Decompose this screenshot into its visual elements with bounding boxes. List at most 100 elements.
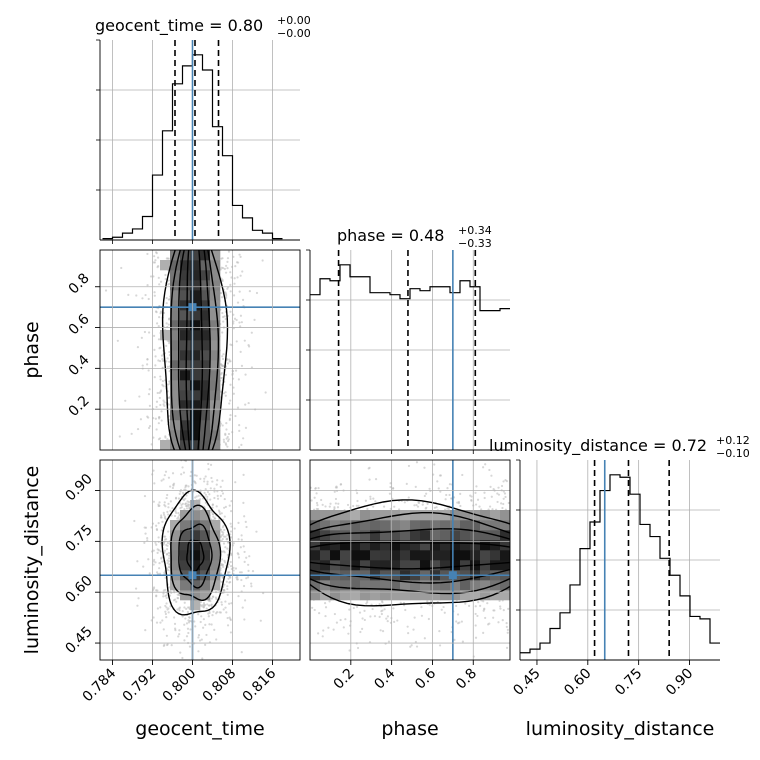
sample-point [209,498,212,501]
sample-point [215,483,218,486]
sample-point [155,589,158,592]
sample-point [476,498,480,501]
sample-point [160,410,163,413]
sample-point [187,631,190,635]
density-cell [450,590,461,601]
sample-point [322,629,325,632]
sample-point [226,357,229,361]
density-cell [430,510,441,521]
sample-point [168,282,171,285]
sample-point [143,494,147,498]
density-cell [170,440,181,450]
sample-point [428,487,431,490]
sample-point [152,560,155,563]
title-luminosity-distance-plus: +0.12 [716,434,750,447]
sample-point [163,551,166,554]
sample-point [156,548,159,551]
sample-point [474,612,477,616]
sample-point [165,322,168,325]
sample-point [155,594,158,597]
sample-point [208,611,211,614]
sample-point [157,265,160,268]
sample-point [229,414,232,417]
sample-point [433,506,436,509]
sample-point [164,612,167,616]
sample-point [455,620,458,623]
sample-point [226,593,229,596]
sample-point [166,365,169,368]
density-cell [440,560,451,571]
sample-point [222,320,225,323]
sample-point [209,463,213,467]
sample-point [163,401,166,404]
sample-point [363,609,366,612]
sample-point [248,345,251,348]
sample-point [222,524,225,527]
sample-point [183,606,186,609]
density-cell [330,520,341,531]
density-cell [190,380,201,391]
density-cell [340,550,351,561]
sample-point [165,634,168,637]
sample-point [200,615,203,618]
sample-point [213,487,216,490]
density-cell [200,520,211,531]
density-cell [420,580,431,591]
sample-point [171,507,174,510]
density-cell [180,300,191,311]
density-cell [450,580,461,591]
density-cell [330,540,341,551]
density-cell [380,540,391,551]
sample-point [221,537,224,541]
density-cell [180,410,191,421]
sample-point [193,620,196,623]
sample-point [193,474,196,477]
ylabel-phase: phase [21,321,43,378]
sample-point [497,486,500,489]
sample-point [162,478,165,481]
density-cell [410,590,421,601]
sample-point [210,623,213,626]
density-cell [170,350,181,361]
sample-point [447,508,450,511]
sample-point [167,607,170,610]
sample-point [310,499,313,502]
sample-point [313,496,316,499]
sample-point [246,576,250,579]
sample-point [372,505,375,508]
title-phase-plus: +0.34 [458,224,492,237]
density-cell [310,540,321,551]
sample-point [159,389,163,392]
sample-point [496,500,499,504]
sample-point [409,645,412,648]
sample-point [242,473,245,476]
sample-point [405,482,408,485]
sample-point [138,395,141,398]
density-cell [460,530,471,541]
density-cell [160,330,171,341]
sample-point [185,607,188,610]
density-cell [200,390,211,401]
density-cell [430,560,441,571]
sample-point [225,296,228,299]
sample-point [206,498,209,501]
sample-point [224,442,227,445]
sample-point [223,506,226,509]
sample-point [492,609,495,612]
sample-point [169,509,172,512]
sample-point [415,645,419,648]
sample-point [474,605,477,608]
sample-point [373,615,377,618]
joint-panel-geocent-time-phase [100,250,300,450]
density-cell [170,580,181,591]
y-tick-label-luminosity-distance: 0.90 [62,471,95,504]
sample-point [164,610,167,613]
sample-point [195,495,198,498]
sample-point [155,621,159,624]
sample-point [426,600,429,603]
sample-point [226,616,229,620]
density-cell [190,320,201,331]
sample-point [211,503,214,507]
sample-point [212,610,215,613]
contour-level-0 [161,250,229,450]
